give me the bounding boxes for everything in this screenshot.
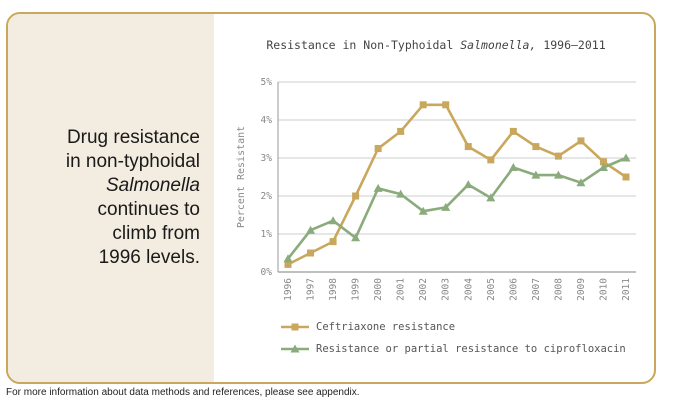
data-point-square [352,192,360,200]
headline: Drug resistance in non-typhoidal Salmone… [10,126,200,270]
data-point-triangle [621,153,631,162]
x-tick-label: 2011 [621,278,632,301]
data-point-triangle [306,225,316,234]
data-point-square [442,101,450,109]
data-point-triangle [283,254,293,263]
data-point-square [487,156,495,164]
data-point-square [329,238,337,246]
data-point-triangle [508,163,518,171]
data-point-square [307,249,315,257]
x-tick-label: 2010 [598,278,609,301]
legend-label: Ceftriaxone resistance [316,321,456,333]
headline-line-4: continues to [97,199,200,220]
data-point-triangle [328,216,338,225]
y-tick-label: 2% [261,191,273,202]
data-point-triangle [576,178,586,187]
y-axis-label: Percent Resistant [236,126,247,228]
headline-line-2: in non-typhoidal [65,151,200,172]
legend-label: Resistance or partial resistance to cipr… [316,343,626,355]
legend-entry-1: Ceftriaxone resistance [280,316,626,338]
headline-line-3: Salmonella [106,175,200,196]
chart-legend: Ceftriaxone resistance Resistance or part… [280,316,626,360]
headline-line-6: 1996 levels. [98,247,200,268]
data-point-square [419,101,427,109]
x-tick-label: 2008 [553,278,564,301]
data-point-square [532,143,540,151]
headline-line-5: climb from [112,223,200,244]
data-point-triangle [598,163,608,171]
y-tick-label: 4% [261,115,273,126]
data-point-square [554,152,562,160]
data-point-triangle [463,180,473,189]
x-tick-label: 2001 [396,278,407,301]
data-point-triangle [531,170,541,179]
data-point-square [464,143,472,151]
x-tick-label: 1997 [306,278,317,301]
x-tick-label: 2000 [373,278,384,301]
data-point-triangle [396,189,406,198]
headline-line-1: Drug resistance [66,127,200,148]
y-tick-label: 5% [261,77,273,88]
x-tick-label: 1999 [351,278,362,301]
series-line-1 [287,103,627,266]
footer-note: For more information about data methods … [6,387,360,398]
y-tick-label: 3% [261,153,273,164]
x-tick-label: 2003 [441,278,452,301]
data-point-triangle [486,193,496,202]
legend-entry-2: Resistance or partial resistance to cipr… [280,338,626,360]
data-point-triangle [441,202,451,211]
data-point-square [577,137,585,145]
chart-title: Resistance in Non-Typhoidal Salmonella, … [216,38,654,52]
data-point-square [509,127,517,135]
legend-swatch [281,344,309,353]
x-tick-label: 2006 [508,278,519,301]
x-tick-label: 2007 [531,278,542,301]
x-tick-label: 2005 [486,278,497,301]
data-point-triangle [418,206,428,215]
x-tick-label: 2009 [576,278,587,301]
y-tick-label: 0% [261,267,273,278]
x-tick-label: 1996 [283,278,294,301]
data-point-square [397,127,405,135]
legend-swatch [281,323,309,331]
x-tick-label: 1998 [328,278,339,301]
data-point-square [284,260,292,268]
data-point-square [622,173,630,181]
chart-title-prefix: Resistance in Non-Typhoidal [266,38,461,52]
data-point-triangle [373,183,383,192]
y-tick-label: 1% [261,229,273,240]
chart-card: Drug resistance in non-typhoidal Salmone… [6,12,656,384]
series-line-2 [286,156,627,260]
data-point-triangle [351,233,361,242]
data-point-triangle [553,170,563,179]
x-tick-label: 2004 [463,278,474,301]
x-tick-label: 2002 [418,278,429,301]
data-point-square [374,145,382,152]
data-point-square [599,158,607,166]
headline-panel: Drug resistance in non-typhoidal Salmone… [8,14,214,382]
chart-title-suffix: 1996–2011 [536,38,606,52]
chart-title-italic: Salmonella, [460,38,537,52]
line-chart: 0% 1% 2% 3% 4% 5% Percent Resistant 1996 1997 199… [236,77,636,301]
